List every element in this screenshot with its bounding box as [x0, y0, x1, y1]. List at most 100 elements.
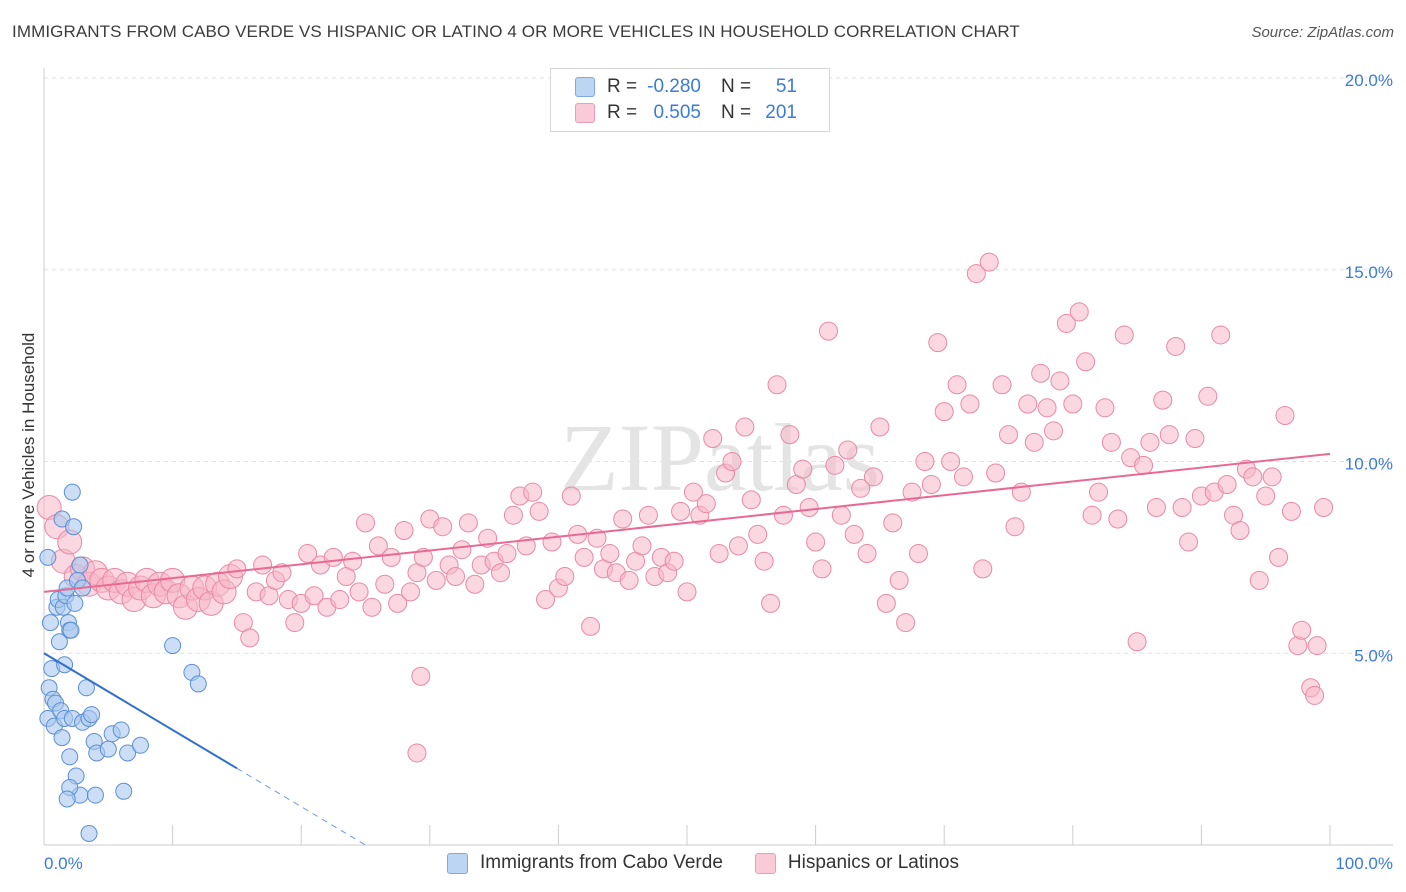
- hispanic-point: [1159, 425, 1179, 445]
- hispanic-point: [581, 616, 601, 636]
- hispanic-point: [619, 570, 639, 590]
- hispanic-point: [465, 574, 485, 594]
- cabo-verde-point: [80, 824, 98, 842]
- hispanic-point: [523, 482, 543, 502]
- hispanic-point: [529, 501, 549, 521]
- hispanic-point: [883, 513, 903, 533]
- legend-n-value: 201: [765, 102, 797, 123]
- hispanic-point: [947, 375, 967, 395]
- hispanic-point: [1127, 632, 1147, 652]
- hispanic-point: [497, 544, 517, 564]
- hispanic-point: [941, 452, 961, 471]
- cabo-verde-point: [71, 556, 89, 574]
- hispanic-point: [478, 528, 498, 548]
- hispanic-point: [491, 563, 511, 583]
- hispanic-point: [1101, 432, 1121, 452]
- hispanic-point: [1005, 517, 1025, 537]
- hispanic-point: [1185, 428, 1205, 448]
- hispanic-point: [1050, 371, 1070, 391]
- hispanic-point: [1230, 521, 1250, 541]
- hispanic-point: [851, 478, 871, 498]
- hispanic-point: [323, 547, 343, 567]
- cabo-verde-point: [65, 518, 83, 536]
- hispanic-point: [761, 593, 781, 613]
- cabo-verde-point: [63, 483, 81, 501]
- hispanic-point: [1305, 685, 1325, 705]
- hispanic-point: [934, 402, 954, 422]
- hispanic-point: [561, 486, 581, 506]
- legend-r-value: 0.505: [653, 102, 701, 123]
- hispanic-point: [1198, 386, 1218, 406]
- hispanic-point: [632, 536, 652, 556]
- y-tick-label: 10.0%: [1345, 455, 1393, 474]
- hispanic-point: [411, 666, 431, 686]
- series-swatch-pink: [754, 852, 776, 874]
- hispanic-point: [844, 524, 864, 544]
- hispanic-point: [908, 544, 928, 564]
- cabo-verde-point: [83, 706, 101, 724]
- hispanic-point: [799, 498, 819, 518]
- hispanic-point: [388, 593, 408, 613]
- grid-layer: [44, 77, 1393, 654]
- hispanic-point: [928, 333, 948, 353]
- series-legend-hispanic[interactable]: Hispanics or Latinos: [754, 852, 959, 874]
- watermark: ZIPatlas: [560, 404, 880, 511]
- hispanic-point: [1018, 394, 1038, 414]
- cabo-verde-point: [112, 721, 130, 739]
- hispanic-point: [1269, 547, 1289, 567]
- cabo-verde-point: [39, 548, 57, 566]
- legend-row-hispanic: R = 0.505 N = 201: [575, 101, 797, 125]
- hispanic-point: [1307, 636, 1327, 656]
- hispanic-point: [407, 743, 427, 763]
- series-legend-cabo-verde[interactable]: Immigrants from Cabo Verde: [447, 852, 723, 874]
- hispanic-point: [304, 586, 324, 606]
- cabo-verde-points: [39, 483, 207, 842]
- cabo-verde-point: [77, 679, 95, 697]
- hispanic-point: [613, 509, 633, 529]
- hispanic-point: [1256, 486, 1276, 506]
- hispanic-point: [1024, 432, 1044, 452]
- source-label: Source: ZipAtlas.com: [1251, 24, 1394, 41]
- cabo-verde-point: [58, 790, 76, 808]
- hispanic-point: [857, 544, 877, 564]
- hispanic-point: [1031, 363, 1051, 383]
- hispanic-point: [793, 459, 813, 479]
- hispanic-point: [863, 467, 883, 487]
- legend-r-label: R =: [607, 76, 638, 97]
- hispanic-point: [902, 482, 922, 502]
- hispanic-point: [999, 425, 1018, 445]
- hispanic-point: [375, 574, 395, 594]
- hispanic-point: [1146, 498, 1166, 518]
- hispanic-point: [992, 375, 1012, 395]
- hispanic-point: [1292, 620, 1312, 640]
- cabo-verde-point: [41, 614, 59, 632]
- hispanic-point: [831, 505, 851, 525]
- correlation-legend: R = -0.280 N = 51 R = 0.505 N = 201: [550, 68, 830, 132]
- hispanic-point: [503, 505, 523, 525]
- hispanic-point: [356, 513, 375, 533]
- legend-n-label: N =: [721, 102, 752, 123]
- hispanic-point: [1063, 394, 1083, 414]
- hispanic-point: [1076, 352, 1096, 372]
- hispanic-point: [1140, 432, 1160, 452]
- hispanic-point: [896, 613, 916, 633]
- hispanic-point: [1056, 313, 1076, 333]
- hispanic-point: [1095, 398, 1115, 418]
- hispanic-point: [555, 567, 575, 587]
- x-tick-right: 100.0%: [1335, 854, 1393, 873]
- hispanic-point: [1249, 570, 1269, 590]
- hispanic-point: [960, 394, 980, 414]
- legend-row-cabo-verde: R = -0.280 N = 51: [575, 75, 797, 99]
- hispanic-point: [368, 536, 388, 556]
- hispanic-point: [272, 563, 292, 583]
- y-tick-label: 15.0%: [1345, 263, 1393, 282]
- hispanic-point: [889, 570, 909, 590]
- y-axis-label: 4 or more Vehicles in Household: [19, 333, 38, 578]
- y-tick-label: 20.0%: [1345, 71, 1393, 90]
- cabo-verde-point: [189, 675, 207, 693]
- hispanic-point: [825, 455, 845, 475]
- legend-swatch-blue: [575, 77, 595, 97]
- legend-r-label: R =: [607, 102, 638, 123]
- hispanic-point: [1281, 501, 1301, 521]
- cabo-verde-point: [50, 633, 68, 651]
